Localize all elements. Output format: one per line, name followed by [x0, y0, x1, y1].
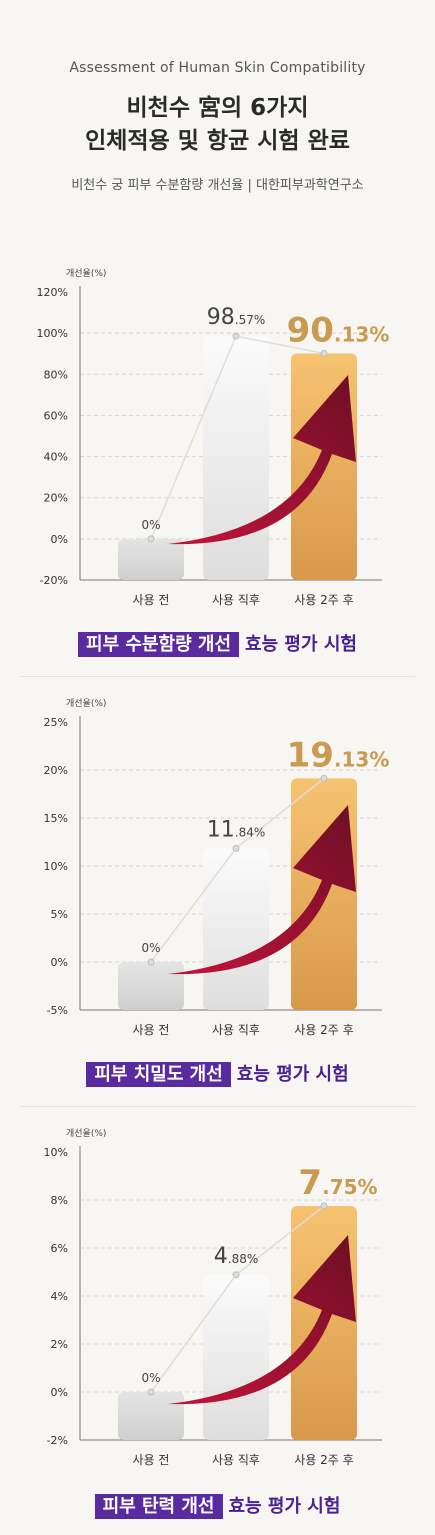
- data-point: [320, 1202, 328, 1210]
- divider: [20, 676, 415, 677]
- chart-caption: 피부 치밀도 개선 효능 평가 시험: [0, 1060, 435, 1087]
- y-tick-label: -5%: [47, 1004, 68, 1017]
- y-tick-label: 0%: [51, 533, 68, 546]
- trend-arrow: [168, 375, 356, 545]
- title-line-1: 비천수 宮의 6가지: [126, 95, 309, 121]
- chart-density: 개선율(%) 25% 20% 15% 10% 5% 0% -5% 사용 전 사용 직후 사용 2주 …: [0, 690, 435, 1090]
- divider: [20, 1106, 415, 1107]
- caption-highlight: 피부 탄력 개선: [94, 1494, 223, 1519]
- y-tick-label: 4%: [51, 1290, 68, 1303]
- y-tick-label: -20%: [40, 574, 68, 587]
- trend-arrow: [168, 1235, 356, 1405]
- data-point: [320, 774, 328, 782]
- x-tick-label: 사용 직후: [212, 593, 260, 607]
- y-tick-label: 2%: [51, 1338, 68, 1351]
- data-point: [320, 349, 328, 357]
- y-tick-label: 15%: [44, 812, 68, 825]
- caption-highlight: 피부 치밀도 개선: [86, 1062, 231, 1087]
- page-subtitle: 비천수 궁 피부 수분함량 개선율 | 대한피부과학연구소: [71, 178, 364, 193]
- data-point: [147, 1388, 155, 1396]
- y-tick-label: 60%: [44, 409, 68, 422]
- y-tick-label: -2%: [47, 1434, 68, 1447]
- y-tick-label: 80%: [44, 368, 68, 381]
- bar: [203, 1274, 269, 1440]
- y-tick-label: 8%: [51, 1194, 68, 1207]
- y-tick-label: 10%: [44, 1146, 68, 1159]
- x-tick-label: 사용 전: [133, 1023, 170, 1037]
- data-label: 90.13%: [287, 310, 390, 350]
- data-label: 11.84%: [207, 817, 266, 842]
- bar: [118, 962, 184, 1010]
- bar: [203, 336, 269, 580]
- chart-elasticity-svg: 개선율(%) 10% 8% 6% 4% 2% 0% -2% 사용 전 사용 직후 사용 2주 후 0%…: [44, 1128, 382, 1467]
- data-point: [232, 1271, 240, 1279]
- data-label: 7.75%: [298, 1163, 377, 1203]
- eyebrow-text: Assessment of Human Skin Compatibility: [69, 60, 366, 76]
- y-tick-label: 5%: [51, 908, 68, 921]
- caption-highlight: 피부 수분함량 개선: [78, 632, 240, 657]
- bar: [118, 538, 184, 580]
- y-tick-label: 6%: [51, 1242, 68, 1255]
- y-tick-label: 100%: [37, 327, 68, 340]
- x-tick-label: 사용 전: [133, 1453, 170, 1467]
- data-point: [232, 844, 240, 852]
- y-tick-label: 0%: [51, 1386, 68, 1399]
- x-tick-label: 사용 2주 후: [294, 1023, 353, 1037]
- caption-rest: 효능 평가 시험: [228, 1496, 341, 1517]
- data-point: [147, 535, 155, 543]
- y-axis-label: 개선율(%): [66, 268, 106, 279]
- trend-arrow: [168, 805, 356, 975]
- data-label: 4.88%: [214, 1244, 259, 1269]
- y-axis-label: 개선율(%): [66, 1128, 106, 1139]
- chart-moisture-svg: 개선율(%) 120% 100% 80% 60% 40% 20% 0% -20% 사용 전 사용 직…: [37, 268, 390, 607]
- data-point: [147, 958, 155, 966]
- y-tick-label: 20%: [44, 764, 68, 777]
- header: Assessment of Human Skin Compatibility 비…: [0, 0, 435, 193]
- data-point: [232, 332, 240, 340]
- y-tick-label: 25%: [44, 716, 68, 729]
- caption-rest: 효능 평가 시험: [236, 1064, 349, 1085]
- title-line-2: 인체적용 및 항균 시험 완료: [85, 128, 350, 154]
- bar: [118, 1392, 184, 1440]
- y-tick-label: 10%: [44, 860, 68, 873]
- data-label: 0%: [141, 1371, 160, 1385]
- chart-elasticity: 개선율(%) 10% 8% 6% 4% 2% 0% -2% 사용 전 사용 직후 사용 2주 후 0%…: [0, 1120, 435, 1530]
- chart-moisture: 개선율(%) 120% 100% 80% 60% 40% 20% 0% -20% 사용 전 사용 직…: [0, 260, 435, 660]
- x-tick-label: 사용 2주 후: [294, 593, 353, 607]
- caption-rest: 효능 평가 시험: [245, 634, 357, 655]
- y-tick-label: 0%: [51, 956, 68, 969]
- x-tick-label: 사용 직후: [212, 1023, 260, 1037]
- y-tick-label: 120%: [37, 286, 68, 299]
- page-title: 비천수 宮의 6가지 인체적용 및 항균 시험 완료: [0, 92, 435, 158]
- data-label: 0%: [141, 941, 160, 955]
- x-tick-label: 사용 전: [133, 593, 170, 607]
- data-label: 0%: [141, 518, 160, 532]
- x-tick-label: 사용 2주 후: [294, 1453, 353, 1467]
- chart-caption: 피부 탄력 개선 효능 평가 시험: [0, 1492, 435, 1519]
- data-label: 98.57%: [207, 305, 266, 330]
- x-tick-label: 사용 직후: [212, 1453, 260, 1467]
- y-axis-label: 개선율(%): [66, 698, 106, 709]
- bar: [203, 848, 269, 1010]
- data-label: 19.13%: [287, 735, 390, 775]
- chart-density-svg: 개선율(%) 25% 20% 15% 10% 5% 0% -5% 사용 전 사용 직후 사용 2주 …: [44, 698, 390, 1037]
- y-tick-label: 40%: [44, 451, 68, 464]
- chart-caption: 피부 수분함량 개선 효능 평가 시험: [0, 630, 435, 657]
- y-tick-label: 20%: [44, 492, 68, 505]
